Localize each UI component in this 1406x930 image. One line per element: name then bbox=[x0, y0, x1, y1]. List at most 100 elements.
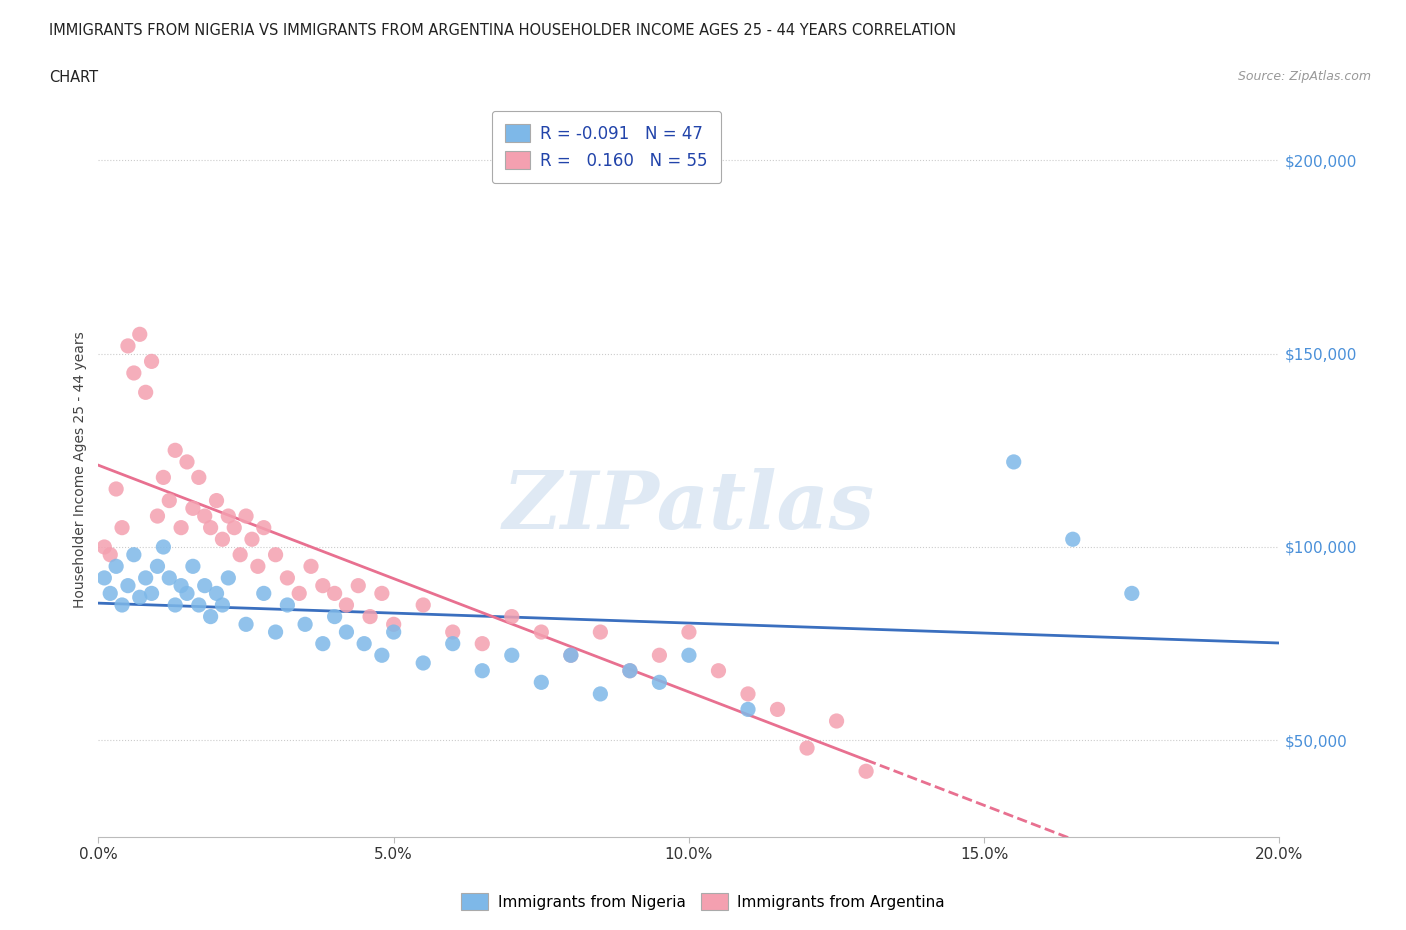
Point bbox=[157, 493, 180, 508]
Point bbox=[347, 578, 370, 593]
Point bbox=[648, 648, 671, 663]
Point bbox=[412, 598, 434, 613]
Point bbox=[93, 570, 115, 585]
Point bbox=[157, 570, 180, 585]
Point bbox=[441, 636, 464, 651]
Point bbox=[560, 648, 582, 663]
Point bbox=[323, 609, 346, 624]
Point bbox=[217, 570, 239, 585]
Point bbox=[135, 570, 157, 585]
Point bbox=[678, 648, 700, 663]
Point bbox=[117, 578, 139, 593]
Point bbox=[471, 663, 494, 678]
Legend: Immigrants from Nigeria, Immigrants from Argentina: Immigrants from Nigeria, Immigrants from… bbox=[453, 885, 953, 918]
Point bbox=[276, 570, 298, 585]
Point bbox=[98, 547, 121, 562]
Point bbox=[471, 636, 494, 651]
Point bbox=[200, 609, 222, 624]
Point bbox=[176, 455, 198, 470]
Point bbox=[678, 625, 700, 640]
Point bbox=[152, 539, 174, 554]
Point bbox=[194, 578, 217, 593]
Point bbox=[530, 675, 553, 690]
Point bbox=[194, 509, 217, 524]
Point bbox=[98, 586, 121, 601]
Text: CHART: CHART bbox=[49, 70, 98, 85]
Point bbox=[589, 625, 612, 640]
Point bbox=[855, 764, 877, 778]
Point bbox=[294, 617, 316, 631]
Point bbox=[264, 625, 287, 640]
Text: ZIPatlas: ZIPatlas bbox=[503, 468, 875, 545]
Point bbox=[229, 547, 252, 562]
Point bbox=[619, 663, 641, 678]
Point bbox=[111, 598, 134, 613]
Point bbox=[170, 578, 193, 593]
Point bbox=[240, 532, 263, 547]
Point bbox=[335, 598, 357, 613]
Point bbox=[146, 509, 169, 524]
Point bbox=[560, 648, 582, 663]
Point bbox=[211, 532, 233, 547]
Point bbox=[187, 598, 209, 613]
Point bbox=[170, 520, 193, 535]
Point bbox=[235, 509, 257, 524]
Point bbox=[246, 559, 269, 574]
Point bbox=[211, 598, 233, 613]
Text: Source: ZipAtlas.com: Source: ZipAtlas.com bbox=[1237, 70, 1371, 83]
Point bbox=[181, 559, 204, 574]
Point bbox=[619, 663, 641, 678]
Point bbox=[105, 482, 128, 497]
Point bbox=[371, 648, 394, 663]
Point bbox=[111, 520, 134, 535]
Point bbox=[128, 590, 150, 604]
Point bbox=[152, 470, 174, 485]
Point bbox=[141, 586, 163, 601]
Point bbox=[1002, 455, 1025, 470]
Point bbox=[589, 686, 612, 701]
Point bbox=[737, 702, 759, 717]
Point bbox=[205, 586, 228, 601]
Point bbox=[276, 598, 298, 613]
Point bbox=[1121, 586, 1143, 601]
Point bbox=[187, 470, 209, 485]
Point bbox=[323, 586, 346, 601]
Point bbox=[181, 501, 204, 516]
Point bbox=[1062, 532, 1084, 547]
Point bbox=[825, 713, 848, 728]
Point bbox=[122, 547, 145, 562]
Point bbox=[707, 663, 730, 678]
Point bbox=[312, 578, 335, 593]
Point bbox=[501, 609, 523, 624]
Point bbox=[530, 625, 553, 640]
Point bbox=[382, 625, 405, 640]
Point bbox=[146, 559, 169, 574]
Point bbox=[312, 636, 335, 651]
Point bbox=[105, 559, 128, 574]
Point bbox=[165, 443, 187, 458]
Point bbox=[353, 636, 375, 651]
Point bbox=[135, 385, 157, 400]
Point bbox=[253, 586, 276, 601]
Point bbox=[200, 520, 222, 535]
Point bbox=[288, 586, 311, 601]
Point bbox=[217, 509, 239, 524]
Point bbox=[205, 493, 228, 508]
Text: IMMIGRANTS FROM NIGERIA VS IMMIGRANTS FROM ARGENTINA HOUSEHOLDER INCOME AGES 25 : IMMIGRANTS FROM NIGERIA VS IMMIGRANTS FR… bbox=[49, 23, 956, 38]
Point bbox=[117, 339, 139, 353]
Point bbox=[501, 648, 523, 663]
Point bbox=[235, 617, 257, 631]
Point bbox=[382, 617, 405, 631]
Point bbox=[165, 598, 187, 613]
Point bbox=[122, 365, 145, 380]
Point bbox=[766, 702, 789, 717]
Point bbox=[93, 539, 115, 554]
Y-axis label: Householder Income Ages 25 - 44 years: Householder Income Ages 25 - 44 years bbox=[73, 331, 87, 608]
Point bbox=[359, 609, 381, 624]
Point bbox=[796, 740, 818, 755]
Point bbox=[128, 326, 150, 341]
Point bbox=[648, 675, 671, 690]
Point bbox=[299, 559, 322, 574]
Point bbox=[335, 625, 357, 640]
Point bbox=[141, 354, 163, 369]
